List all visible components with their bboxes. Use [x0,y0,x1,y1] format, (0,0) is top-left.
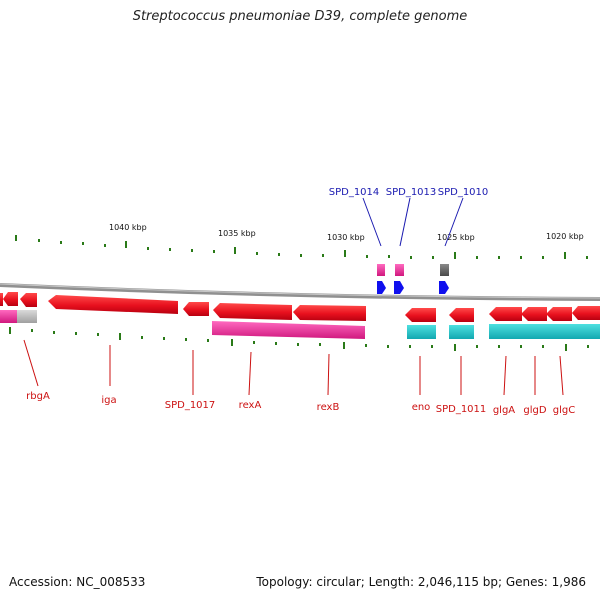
gene-rexA [213,303,292,320]
genome-title: Streptococcus pneumoniae D39, complete g… [132,9,468,24]
rna-arrow-1 [377,281,386,294]
feature-pink-spd1013 [395,264,404,276]
scale-label-1020: 1020 kbp [546,232,584,241]
gene-rbgA-b [3,292,18,306]
gene-glgA-a [489,307,522,321]
track-grey-left [17,310,37,323]
gene-rexB [293,305,366,321]
gene-label-rexA: rexA [239,400,262,411]
gene-label-spd1011: SPD_1011 [436,404,487,415]
lower-scale-ticks [9,327,589,351]
gene-label-glgD: glgD [523,405,546,416]
gene-label-iga: iga [101,395,116,406]
track-pink-left [0,310,17,323]
leader-spd1014 [362,197,382,247]
track-cyan-glg [489,324,600,339]
gene-spd1017 [183,302,209,316]
gene-label-spd1017: SPD_1017 [165,400,216,411]
gene-rbgA-c [20,293,37,307]
leader-spd1010 [444,197,464,247]
gene-label-spd1013: SPD_1013 [386,187,437,198]
scale-label-1040: 1040 kbp [109,223,147,232]
leader-rexB [327,353,330,396]
gene-iga [48,295,178,314]
track-pink-rex [212,321,365,339]
gene-label-spd1010: SPD_1010 [438,187,489,198]
leader-rbgA [23,339,39,387]
accession-text: Accession: NC_008533 [9,575,146,589]
track-cyan-eno [407,325,436,339]
gene-glgD [521,307,547,321]
feature-grey-spd1010 [440,264,449,276]
genome-backbone [0,283,600,301]
rna-arrow-2 [394,281,404,294]
leader-spd1013 [399,197,411,247]
gene-spd1011 [449,308,474,322]
gene-glg-end [572,306,600,320]
gene-label-spd1014: SPD_1014 [329,187,380,198]
genome-summary-text: Topology: circular; Length: 2,046,115 bp… [256,575,586,589]
feature-pink-spd1014 [377,264,385,276]
gene-label-rexB: rexB [317,402,340,413]
leader-glgC [559,355,564,396]
scale-label-1035: 1035 kbp [218,229,256,238]
scale-label-1025: 1025 kbp [437,233,475,242]
gene-row-red [0,292,600,322]
gene-eno [405,308,436,322]
rna-arrow-3 [439,281,449,294]
gene-rbgA-a [0,293,3,306]
track-cyan-spd1011 [449,325,474,339]
leader-rexA [248,351,252,396]
gene-label-glgC: glgC [553,405,575,416]
gene-label-eno: eno [412,402,431,413]
scale-label-1030: 1030 kbp [327,233,365,242]
gene-label-glgA: glgA [493,405,515,416]
gene-glgC [546,307,572,321]
leader-glgA [503,355,507,396]
upper-scale-ticks [15,235,588,259]
genome-backbone-highlight [0,283,600,299]
gene-label-rbgA: rbgA [26,391,50,402]
